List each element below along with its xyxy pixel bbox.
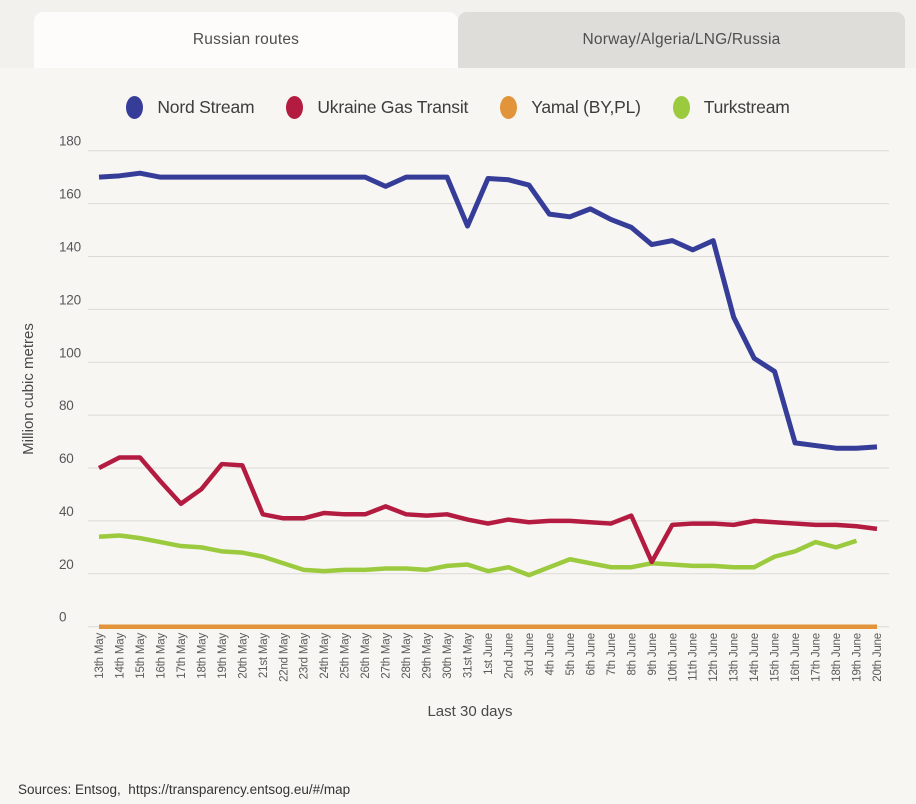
- x-tick-label: 4th June: [544, 633, 556, 676]
- legend-dot-turkstream: [672, 96, 690, 119]
- x-tick-label: 13th June: [729, 633, 741, 682]
- series-line-turkstream: [98, 533, 858, 578]
- legend-label-ukraine-gas-transit: Ukraine Gas Transit: [317, 97, 469, 117]
- x-tick-label: 17th June: [811, 633, 823, 682]
- x-tick-label: 11th June: [688, 633, 700, 681]
- x-tick-label: 17th May: [176, 633, 188, 679]
- x-axis-title: Last 30 days: [427, 703, 512, 720]
- x-tick-label: 27th May: [381, 633, 393, 679]
- tab-norway-algeria-lng-russia[interactable]: Norway/Algeria/LNG/Russia: [458, 12, 905, 68]
- x-tick-label: 18th June: [831, 633, 843, 682]
- x-tick-label: 22nd May: [278, 633, 290, 682]
- y-tick-label: 80: [59, 398, 74, 413]
- x-tick-label: 25th May: [340, 633, 352, 679]
- legend-dot-nord-stream: [126, 96, 144, 119]
- y-tick-label: 120: [59, 292, 81, 307]
- x-tick-label: 19th June: [852, 633, 864, 682]
- tab-russian-routes[interactable]: Russian routes: [34, 12, 458, 68]
- legend-dot-yamal-by-pl: [500, 96, 518, 119]
- legend-item-ukraine-gas-transit: Ukraine Gas Transit: [286, 96, 468, 119]
- x-tick-label: 13th May: [94, 633, 106, 679]
- legend-item-nord-stream: Nord Stream: [126, 96, 255, 119]
- source-attribution: Sources: Entsog, https://transparency.en…: [18, 782, 351, 797]
- tab-norway-algeria-lng-russia-label: Norway/Algeria/LNG/Russia: [582, 31, 781, 48]
- legend-dot-ukraine-gas-transit: [286, 96, 304, 119]
- x-tick-label: 14th May: [114, 633, 126, 679]
- x-tick-label: 1st June: [483, 633, 495, 675]
- legend: Nord Stream Ukraine Gas Transit Yamal (B…: [0, 96, 916, 119]
- y-tick-label: 60: [59, 451, 74, 466]
- x-tick-label: 19th May: [217, 633, 229, 679]
- legend-label-yamal-by-pl: Yamal (BY,PL): [531, 97, 641, 117]
- x-tick-label: 20th May: [237, 633, 249, 679]
- x-tick-label: 20th June: [872, 633, 884, 682]
- x-tick-label: 30th May: [442, 633, 454, 679]
- x-tick-label: 8th June: [626, 633, 638, 676]
- x-tick-label: 31st May: [463, 633, 475, 679]
- chart-panel: [0, 68, 916, 804]
- x-tick-label: 6th June: [585, 633, 597, 676]
- x-tick-label: 3rd June: [524, 633, 536, 676]
- y-tick-label: 180: [59, 134, 81, 149]
- x-tick-label: 29th May: [422, 633, 434, 679]
- x-tick-label: 16th June: [790, 633, 802, 682]
- x-tick-label: 16th May: [155, 633, 167, 679]
- x-tick-label: 24th May: [319, 633, 331, 679]
- x-tick-label: 26th May: [360, 633, 372, 679]
- legend-label-turkstream: Turkstream: [703, 97, 790, 117]
- y-tick-label: 40: [59, 504, 74, 519]
- y-tick-label: 100: [59, 345, 81, 360]
- series-line-ukraine-gas-transit: [97, 455, 878, 565]
- x-tick-label: 2nd June: [503, 633, 515, 679]
- y-tick-label: 140: [59, 239, 81, 254]
- x-tick-label: 21st May: [258, 633, 270, 679]
- x-tick-label: 15th June: [770, 633, 782, 682]
- y-axis-title: Million cubic metres: [20, 323, 37, 455]
- y-tick-label: 160: [59, 187, 81, 202]
- x-tick-label: 5th June: [565, 633, 577, 676]
- x-tick-label: 23rd May: [299, 633, 311, 680]
- x-tick-label: 14th June: [749, 633, 761, 682]
- x-tick-label: 18th May: [196, 633, 208, 679]
- x-tick-label: 9th June: [647, 633, 659, 676]
- legend-item-yamal-by-pl: Yamal (BY,PL): [500, 96, 641, 119]
- x-tick-label: 10th June: [667, 633, 679, 682]
- x-tick-label: 12th June: [708, 633, 720, 682]
- x-tick-label: 15th May: [135, 633, 147, 679]
- y-tick-label: 20: [59, 557, 74, 572]
- legend-item-turkstream: Turkstream: [672, 96, 790, 119]
- tab-russian-routes-label: Russian routes: [192, 31, 300, 48]
- x-tick-label: 28th May: [401, 633, 413, 679]
- legend-label-nord-stream: Nord Stream: [157, 97, 255, 117]
- y-tick-label: 0: [59, 610, 66, 625]
- x-tick-label: 7th June: [606, 633, 618, 676]
- series-line-nord-stream: [98, 170, 878, 451]
